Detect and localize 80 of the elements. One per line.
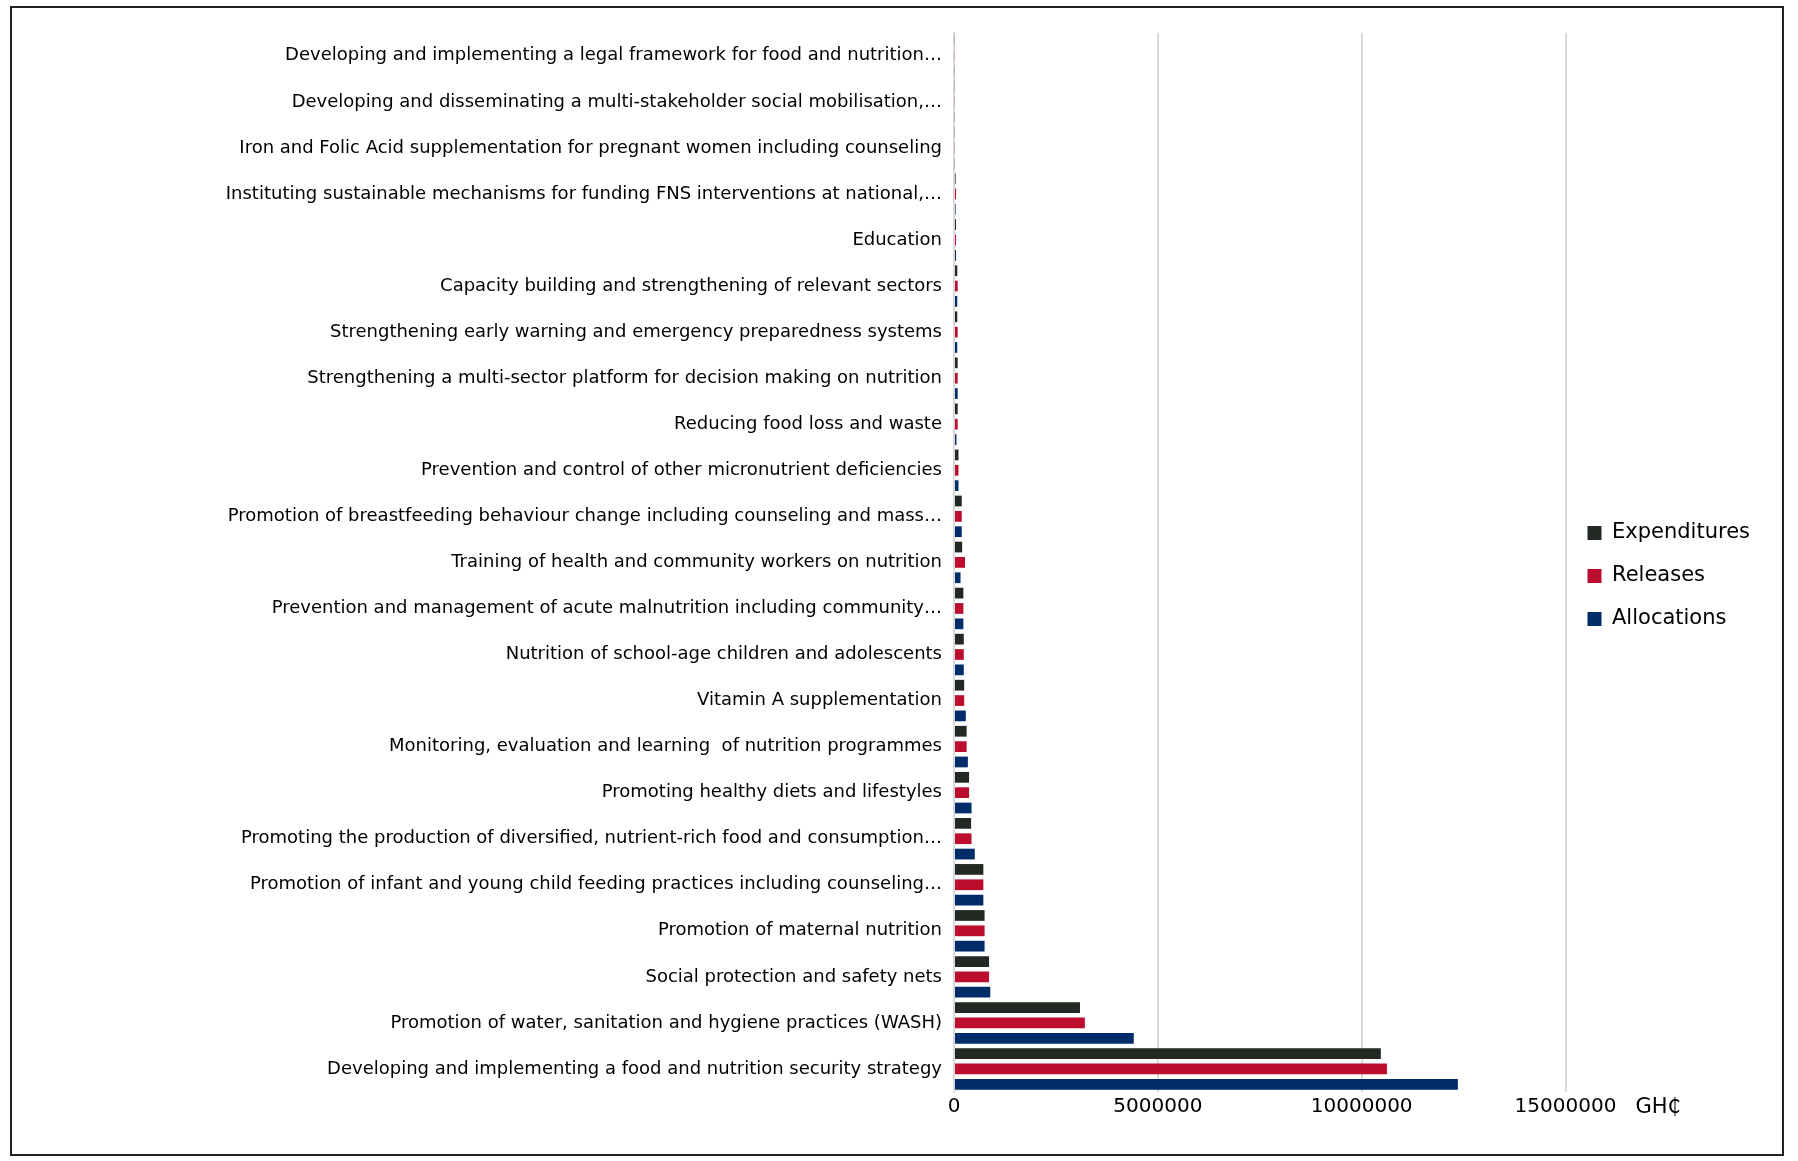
y-tick-label: Promotion of infant and young child feeding practices including counseling… <box>249 872 942 894</box>
y-tick-label: Social protection and safety nets <box>645 964 942 986</box>
y-tick-label: Education <box>852 227 942 249</box>
y-tick-label: Training of health and community workers on nutrition <box>450 550 942 572</box>
bar <box>955 1017 1085 1029</box>
y-tick-label: Instituting sustainable mechanisms for funding FNS interventions at national,… <box>225 181 942 203</box>
bar <box>955 741 967 752</box>
bar <box>955 894 984 906</box>
x-tick-label: 15000000 <box>1514 1093 1617 1118</box>
y-tick-label: Promoting healthy diets and lifestyles <box>601 780 942 802</box>
bar <box>955 526 962 538</box>
bar <box>955 864 984 875</box>
bar <box>955 971 990 983</box>
bar <box>955 1032 1134 1044</box>
legend-label: Releases <box>1612 562 1705 587</box>
bar <box>955 710 966 722</box>
bar <box>955 510 962 522</box>
y-tick-label: Strengthening early warning and emergency preparedness systems <box>330 319 942 341</box>
y-tick-label: Promotion of maternal nutrition <box>657 918 942 940</box>
y-tick-label: Nutrition of school-age children and adolescents <box>505 642 942 664</box>
bar <box>955 833 972 845</box>
bar <box>955 342 958 353</box>
bar <box>955 403 958 415</box>
bar <box>955 265 958 277</box>
bar <box>955 1048 1381 1059</box>
bar <box>955 326 958 338</box>
y-tick-label: Strengthening a multi-sector platform for decision making on nutrition <box>307 365 942 387</box>
y-tick-label: Monitoring, evaluation and learning of nutrition programmes <box>389 734 942 756</box>
y-tick-label: Capacity building and strengthening of relevant sectors <box>440 273 942 295</box>
y-tick-label: Prevention and control of other micronutrient deficiencies <box>421 457 942 479</box>
x-tick-label: 5000000 <box>1113 1093 1203 1118</box>
y-tick-label: Vitamin A supplementation <box>696 688 942 710</box>
bar <box>955 910 985 921</box>
bar <box>955 940 985 952</box>
bar <box>955 817 972 829</box>
y-tick-label: Developing and implementing a food and nutrition security strategy <box>327 1056 943 1078</box>
bar <box>955 357 958 369</box>
y-tick-label: Promoting the production of diversified, nutrient-rich food and consumption… <box>240 826 942 848</box>
bar <box>955 541 963 553</box>
x-axis-title: GH₵ <box>1635 1094 1681 1119</box>
bar <box>955 618 964 630</box>
y-tick-label: Developing and disseminating a multi-stakeholder social mobilisation,… <box>291 89 942 111</box>
bar <box>955 802 972 814</box>
legend-label: Expenditures <box>1612 519 1750 544</box>
bar <box>955 1063 1387 1075</box>
bar <box>955 388 958 399</box>
x-tick-label: 0 <box>947 1093 961 1118</box>
bar <box>955 633 964 645</box>
bar <box>955 679 965 691</box>
y-tick-label: Promotion of breastfeeding behaviour change including counseling and mass… <box>227 504 942 526</box>
bar <box>955 756 968 768</box>
bar <box>955 649 964 660</box>
bar <box>955 1002 1080 1013</box>
bar <box>955 418 958 430</box>
bar <box>955 956 990 967</box>
bar <box>955 280 958 292</box>
bar <box>955 879 984 891</box>
legend-label: Allocations <box>1612 605 1727 630</box>
bar <box>955 848 975 860</box>
bar <box>955 372 958 384</box>
y-tick-label: Reducing food loss and waste <box>674 411 942 433</box>
bar <box>955 695 965 706</box>
y-tick-label: Iron and Folic Acid supplementation for pregnant women including counseling <box>239 135 942 157</box>
y-tick-label: Prevention and management of acute malnutrition including community… <box>271 596 942 618</box>
bar <box>955 925 985 937</box>
bar <box>955 311 958 323</box>
bar <box>955 495 962 507</box>
bar <box>955 787 970 799</box>
bar <box>955 296 958 307</box>
x-tick-label: 10000000 <box>1310 1093 1413 1118</box>
bar <box>955 771 970 783</box>
bar <box>955 572 961 584</box>
bar <box>955 725 967 737</box>
bar <box>955 557 966 568</box>
y-tick-label: Promotion of water, sanitation and hygiene practices (WASH) <box>390 1010 942 1032</box>
bar <box>955 603 964 614</box>
bar <box>955 986 991 998</box>
bar <box>955 1078 1458 1090</box>
bar <box>955 664 964 676</box>
y-tick-label: Developing and implementing a legal framework for food and nutrition… <box>285 43 942 65</box>
